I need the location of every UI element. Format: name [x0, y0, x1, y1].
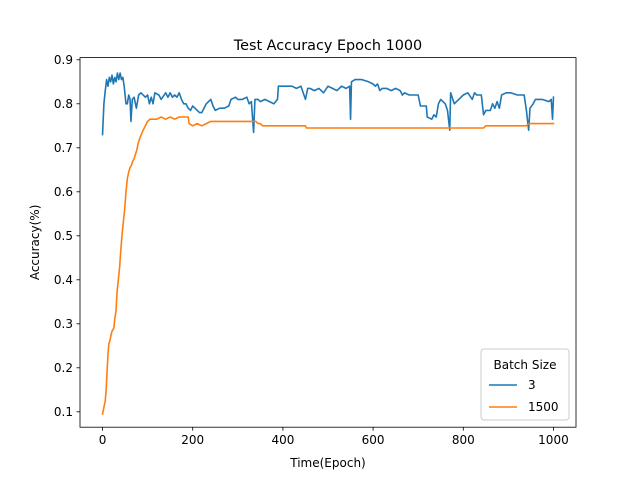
x-axis: 0 200 400 600 800 1000 — [99, 427, 569, 447]
y-tick-label: 0.9 — [54, 53, 73, 67]
x-tick-label: 0 — [99, 433, 107, 447]
y-tick-label: 0.4 — [54, 273, 73, 287]
legend: Batch Size 3 1500 — [480, 348, 570, 421]
y-tick-label: 0.1 — [54, 405, 73, 419]
plot-series — [101, 72, 555, 415]
y-axis: 0.1 0.2 0.3 0.4 0.5 0.6 0.7 0.8 0.9 — [54, 53, 80, 419]
y-axis-label: Accuracy(%) — [28, 205, 42, 281]
y-tick-label: 0.2 — [54, 361, 73, 375]
y-tick-label: 0.7 — [54, 141, 73, 155]
legend-title: Batch Size — [494, 358, 557, 372]
chart-title: Test Accuracy Epoch 1000 — [233, 38, 422, 54]
plot-frame — [79, 57, 577, 428]
y-tick-label: 0.8 — [54, 97, 73, 111]
series-line-3 — [101, 72, 555, 136]
legend-label-1500: 1500 — [528, 400, 559, 414]
x-tick-label: 800 — [452, 433, 475, 447]
y-tick-label: 0.3 — [54, 317, 73, 331]
y-tick-label: 0.5 — [54, 229, 73, 243]
y-tick-label: 0.6 — [54, 185, 73, 199]
series-line-1500 — [101, 116, 555, 415]
x-tick-label: 400 — [271, 433, 294, 447]
x-axis-label: Time(Epoch) — [289, 456, 365, 470]
legend-label-3: 3 — [528, 378, 536, 392]
legend-box — [480, 348, 570, 421]
x-tick-label: 600 — [362, 433, 385, 447]
x-tick-label: 1000 — [538, 433, 569, 447]
x-tick-label: 200 — [181, 433, 204, 447]
